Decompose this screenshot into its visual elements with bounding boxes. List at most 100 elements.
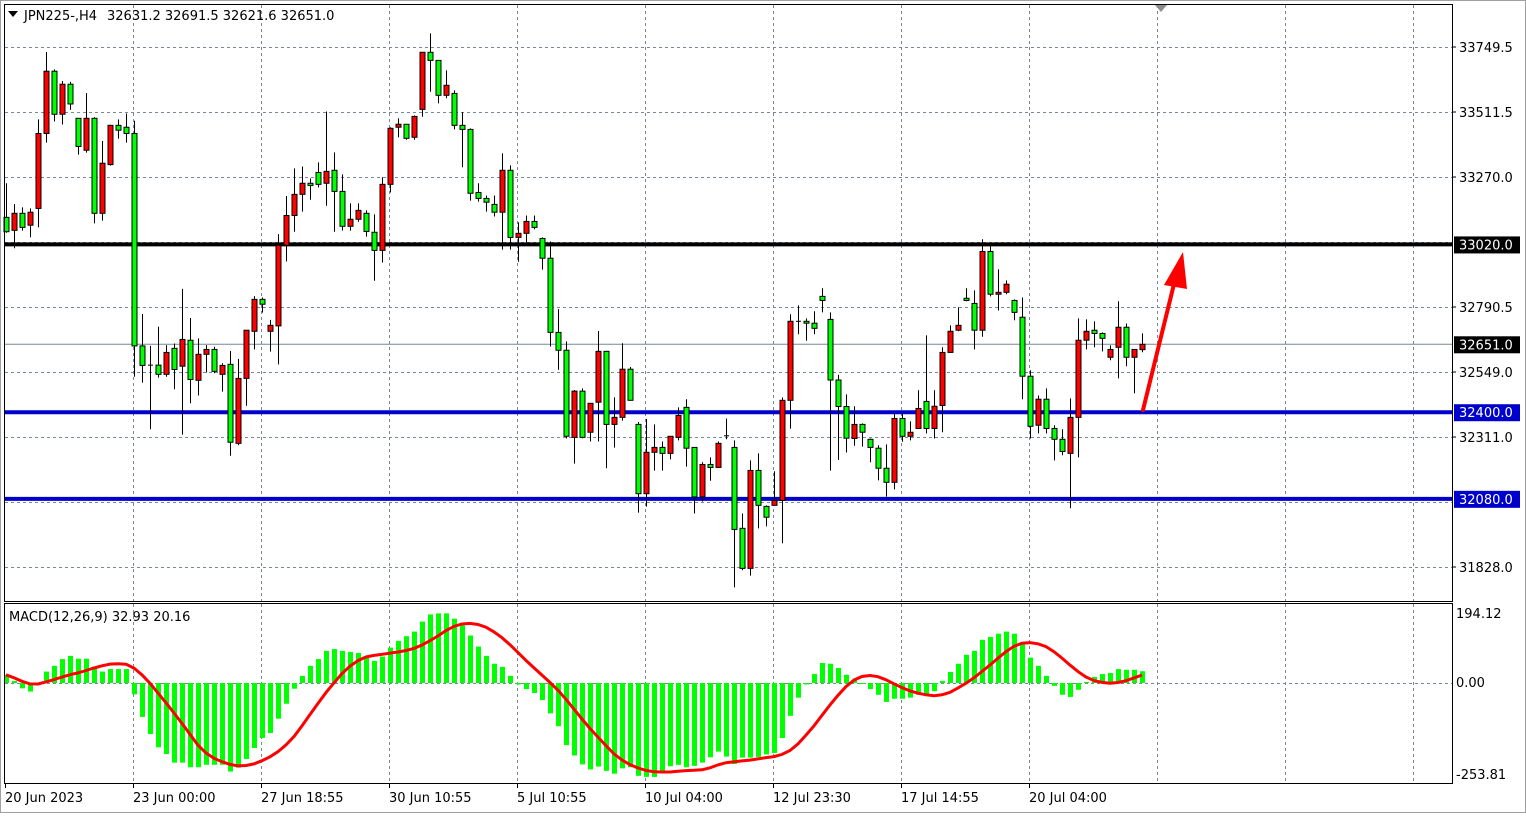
time-axis[interactable]: 20 Jun 2023 23 Jun 00:00 27 Jun 18:55 30 Ju… — [5, 783, 1107, 806]
candle — [51, 69, 58, 122]
candle — [995, 269, 1002, 311]
candle — [323, 111, 330, 206]
candle — [83, 93, 90, 153]
candle — [275, 234, 282, 365]
macd-bar — [1140, 671, 1145, 683]
candle — [123, 113, 130, 143]
macd-bar — [308, 665, 313, 683]
candle — [931, 390, 938, 439]
candle — [923, 335, 930, 434]
candle — [283, 195, 290, 262]
candle — [707, 457, 714, 481]
macd-bar — [172, 683, 177, 763]
candle-body — [619, 368, 626, 418]
candle-body — [483, 197, 490, 203]
candle-body — [915, 407, 922, 429]
macd-bar — [396, 640, 401, 683]
candle — [371, 214, 378, 281]
macd-bar — [4, 674, 9, 683]
candle — [859, 423, 866, 447]
candle-body — [939, 351, 946, 406]
candle-body — [283, 214, 290, 246]
candle-body — [731, 446, 738, 530]
candle — [755, 453, 762, 529]
candle — [939, 347, 946, 433]
macd-bar — [612, 683, 617, 774]
candle — [227, 351, 234, 456]
collapse-triangle-icon[interactable] — [8, 11, 18, 17]
candle-body — [587, 402, 594, 433]
candle — [955, 307, 962, 332]
candle-body — [299, 182, 306, 195]
candle — [1123, 323, 1130, 367]
macd-bar — [892, 683, 897, 699]
macd-bar — [468, 635, 473, 683]
candle-body — [707, 463, 714, 468]
candle — [11, 204, 18, 249]
candle — [867, 438, 874, 463]
candle-body — [435, 59, 442, 96]
candle-body — [411, 115, 418, 138]
macd-bar — [444, 613, 449, 683]
macd-bar — [132, 683, 137, 695]
candle-body — [907, 431, 914, 437]
macd-bar — [660, 683, 665, 772]
candle — [107, 124, 114, 166]
candle — [443, 70, 450, 99]
candle — [547, 241, 554, 347]
candle — [531, 215, 538, 230]
candle-body — [1067, 416, 1074, 454]
horizontal-levels[interactable] — [5, 242, 1452, 501]
candle — [1139, 333, 1146, 353]
level-price-label-box — [1454, 490, 1520, 508]
macd-bar — [492, 663, 497, 683]
macd-bar — [116, 669, 121, 683]
candle — [739, 513, 746, 571]
time-label: 23 Jun 00:00 — [133, 791, 216, 806]
candle-body — [83, 117, 90, 151]
candle-body — [531, 220, 538, 228]
price-axis[interactable]: 33749.5 33511.5 33270.0 32790.5 32549.0 32311… — [1452, 41, 1520, 576]
candle-body — [635, 423, 642, 495]
time-label: 20 Jul 04:00 — [1029, 791, 1107, 806]
macd-bar — [580, 683, 585, 765]
macd-bar — [28, 683, 33, 692]
candle-body — [507, 169, 514, 238]
macd-bar — [156, 683, 161, 748]
candle — [819, 288, 826, 313]
candle — [148, 345, 153, 430]
candle-body — [995, 291, 1002, 295]
candle — [1011, 299, 1018, 321]
macd-signal-line — [5, 621, 1143, 774]
macd-bar — [92, 666, 97, 683]
candle — [595, 331, 602, 442]
macd-bar — [372, 660, 377, 683]
macd-tick-label: 194.12 — [1456, 607, 1502, 622]
candle-body — [691, 446, 698, 498]
macd-tick-label: 0.00 — [1456, 676, 1485, 691]
candle-body — [1019, 316, 1026, 377]
time-label: 27 Jun 18:55 — [261, 791, 344, 806]
candle — [515, 222, 522, 262]
candle — [787, 314, 794, 429]
candle-body — [19, 212, 26, 228]
candle-body — [275, 244, 282, 327]
macd-bar — [284, 683, 289, 704]
candle-body — [627, 368, 634, 401]
candle — [419, 51, 426, 117]
candle — [1131, 348, 1138, 394]
macd-bar — [428, 614, 433, 683]
candle-body — [1123, 326, 1130, 358]
level-price-label: 32400.0 — [1459, 406, 1513, 421]
macd-bar — [420, 621, 425, 683]
candle-body — [43, 70, 50, 134]
chart-shift-marker[interactable] — [1155, 5, 1167, 12]
macd-bar — [476, 646, 481, 683]
candle-body — [899, 417, 906, 437]
candle-body — [267, 324, 274, 332]
candle-body — [195, 353, 202, 381]
macd-bar — [796, 683, 801, 698]
candle — [587, 402, 594, 442]
macd-bar — [868, 683, 873, 690]
